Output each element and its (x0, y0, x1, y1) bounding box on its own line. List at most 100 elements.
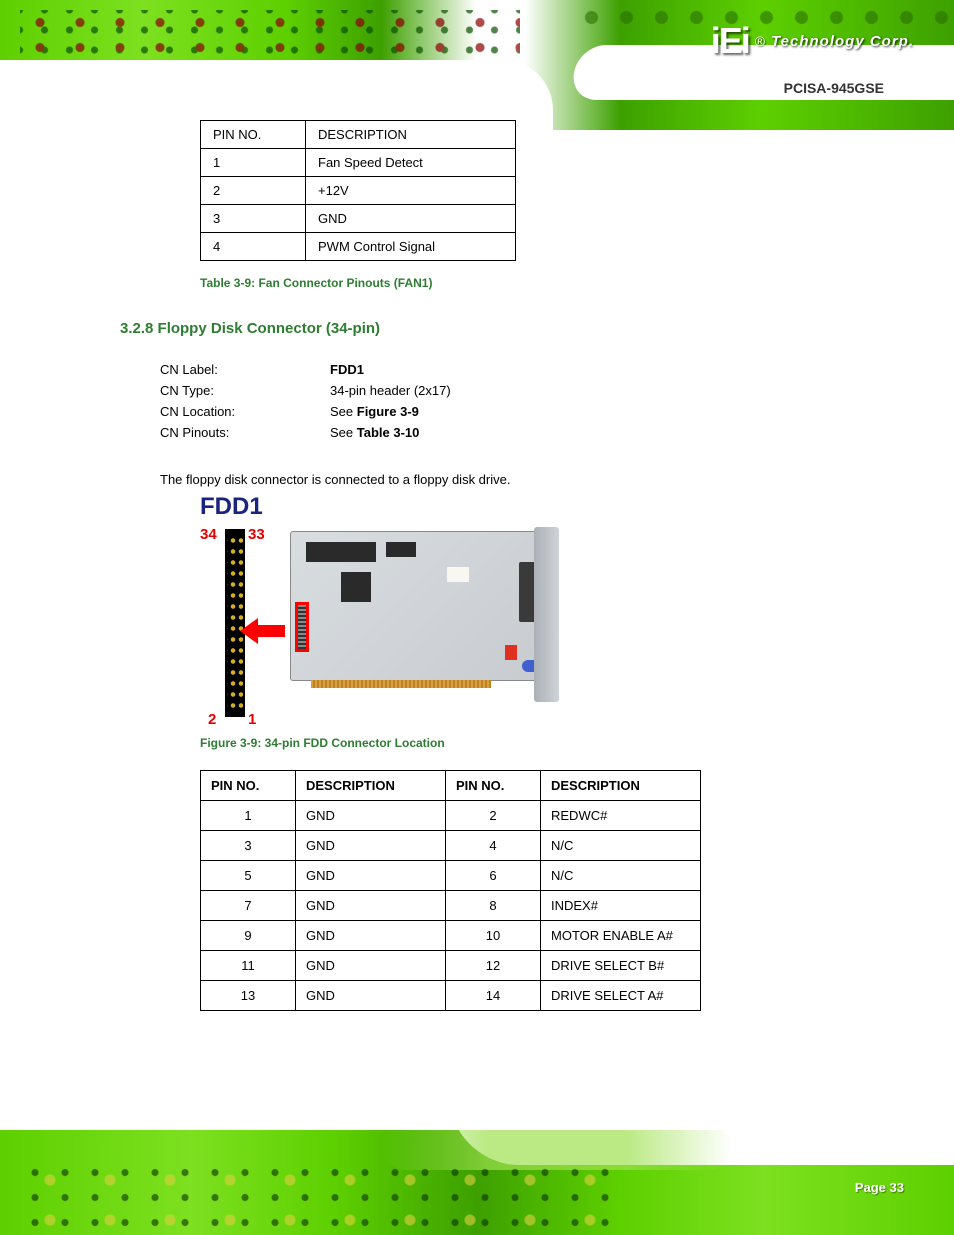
td-desc: GND (296, 980, 446, 1010)
fan-connector-table: PIN NO. DESCRIPTION 1 Fan Speed Detect 2… (200, 120, 516, 261)
th-desc: DESCRIPTION (296, 770, 446, 800)
logo-iei: iEi (711, 20, 749, 62)
td-pin: 5 (201, 860, 296, 890)
table-row: 1 Fan Speed Detect (201, 149, 516, 177)
board-bracket (534, 527, 559, 702)
td-pin: 13 (201, 980, 296, 1010)
board-chip (386, 542, 416, 557)
connector-diagram: FDD1 34 33 2 1 (200, 501, 874, 721)
cn-location-label: CN Location: (160, 404, 270, 419)
td-pin: 14 (446, 980, 541, 1010)
body-text: The floppy disk connector is connected t… (160, 470, 874, 491)
table-row: 9 GND 10 MOTOR ENABLE A# (201, 920, 701, 950)
cn-row: CN Pinouts: See Table 3-10 (160, 425, 874, 440)
td-desc: GND (296, 920, 446, 950)
cell-pin: 3 (201, 205, 306, 233)
table-row: 5 GND 6 N/C (201, 860, 701, 890)
circuit-pattern-bottom (20, 1160, 620, 1230)
cn-label-value: FDD1 (330, 362, 364, 377)
logo-area: iEi ® Technology Corp. (711, 20, 914, 62)
table-row: 4 PWM Control Signal (201, 233, 516, 261)
cn-location-ref: Figure 3-9 (357, 404, 419, 419)
board-chip (306, 542, 376, 562)
cell-pin: 2 (201, 177, 306, 205)
board-graphic (290, 531, 540, 681)
cn-pinouts-prefix: See (330, 425, 357, 440)
cn-row: CN Location: See Figure 3-9 (160, 404, 874, 419)
td-desc: INDEX# (541, 890, 701, 920)
td-desc: GND (296, 890, 446, 920)
td-pin: 6 (446, 860, 541, 890)
td-desc: GND (296, 800, 446, 830)
table-row: 2 +12V (201, 177, 516, 205)
bottom-banner: Page 33 (0, 1130, 954, 1235)
board-connector-highlight (295, 602, 309, 652)
arrow-left-icon (240, 616, 285, 646)
cn-pinouts-ref: Table 3-10 (357, 425, 420, 440)
table-row: 13 GND 14 DRIVE SELECT A# (201, 980, 701, 1010)
cell-desc: +12V (306, 177, 516, 205)
td-pin: 7 (201, 890, 296, 920)
th-desc: DESCRIPTION (541, 770, 701, 800)
td-pin: 9 (201, 920, 296, 950)
pin-label-34: 34 (200, 526, 217, 543)
table-header-row: PIN NO. DESCRIPTION PIN NO. DESCRIPTION (201, 770, 701, 800)
td-desc: REDWC# (541, 800, 701, 830)
pin-label-2: 2 (208, 711, 216, 728)
logo-registered-icon: ® (755, 33, 765, 49)
figure-caption: Figure 3-9: 34-pin FDD Connector Locatio… (200, 736, 874, 750)
td-pin: 4 (446, 830, 541, 860)
cn-location-value: See Figure 3-9 (330, 404, 419, 419)
cn-pinouts-label: CN Pinouts: (160, 425, 270, 440)
model-label: PCISA-945GSE (784, 80, 884, 96)
circuit-pattern-top-left (20, 10, 520, 60)
td-pin: 12 (446, 950, 541, 980)
cn-location-prefix: See (330, 404, 357, 419)
cell-pin: 1 (201, 149, 306, 177)
logo-text: Technology Corp. (771, 33, 914, 50)
table-row: PIN NO. DESCRIPTION (201, 121, 516, 149)
cn-pinouts-value: See Table 3-10 (330, 425, 419, 440)
cn-row: CN Type: 34-pin header (2x17) (160, 383, 874, 398)
board-edge-connector (311, 680, 491, 688)
board-component (505, 645, 517, 660)
cell-desc: GND (306, 205, 516, 233)
td-desc: GND (296, 950, 446, 980)
cell-pin: 4 (201, 233, 306, 261)
td-desc: N/C (541, 830, 701, 860)
cn-label-label: CN Label: (160, 362, 270, 377)
diagram-title: FDD1 (200, 493, 263, 521)
cn-row: CN Label: FDD1 (160, 362, 874, 377)
td-pin: 10 (446, 920, 541, 950)
cell-pin-header: PIN NO. (201, 121, 306, 149)
board-chip (341, 572, 371, 602)
cell-desc: PWM Control Signal (306, 233, 516, 261)
th-pin: PIN NO. (446, 770, 541, 800)
td-pin: 11 (201, 950, 296, 980)
table-caption-fan: Table 3-9: Fan Connector Pinouts (FAN1) (200, 276, 874, 290)
td-desc: N/C (541, 860, 701, 890)
page-content: PIN NO. DESCRIPTION 1 Fan Speed Detect 2… (0, 120, 954, 1011)
cn-type-value: 34-pin header (2x17) (330, 383, 451, 398)
table-row: 1 GND 2 REDWC# (201, 800, 701, 830)
pin-label-1: 1 (248, 711, 256, 728)
cn-info-block: CN Label: FDD1 CN Type: 34-pin header (2… (160, 362, 874, 440)
cell-desc: Fan Speed Detect (306, 149, 516, 177)
board-component (447, 567, 469, 582)
table-row: 11 GND 12 DRIVE SELECT B# (201, 950, 701, 980)
cn-type-label: CN Type: (160, 383, 270, 398)
td-desc: DRIVE SELECT B# (541, 950, 701, 980)
table-row: 3 GND (201, 205, 516, 233)
top-banner: iEi ® Technology Corp. PCISA-945GSE (0, 0, 954, 130)
td-pin: 8 (446, 890, 541, 920)
pinout-table: PIN NO. DESCRIPTION PIN NO. DESCRIPTION … (200, 770, 701, 1011)
table-row: 3 GND 4 N/C (201, 830, 701, 860)
td-desc: DRIVE SELECT A# (541, 980, 701, 1010)
td-desc: GND (296, 830, 446, 860)
td-pin: 1 (201, 800, 296, 830)
td-desc: GND (296, 860, 446, 890)
td-desc: MOTOR ENABLE A# (541, 920, 701, 950)
td-pin: 2 (446, 800, 541, 830)
cell-desc-header: DESCRIPTION (306, 121, 516, 149)
section-heading: 3.2.8 Floppy Disk Connector (34-pin) (120, 320, 874, 337)
